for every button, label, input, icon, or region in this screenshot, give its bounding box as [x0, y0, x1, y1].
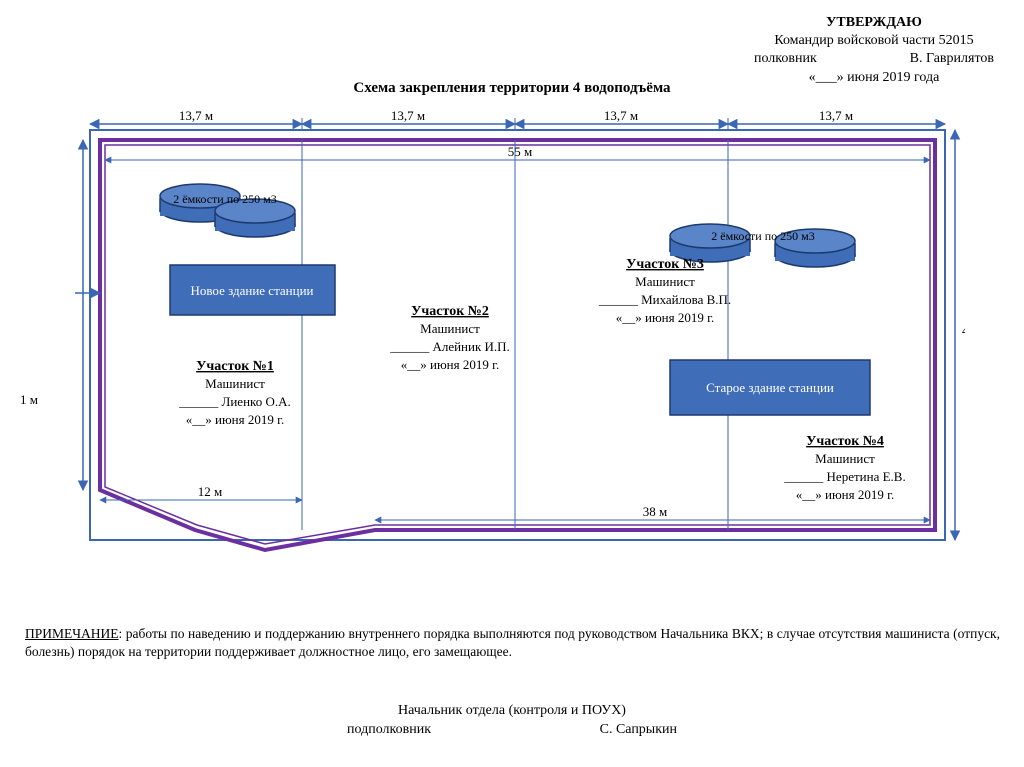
section-4-role: Машинист	[815, 451, 875, 466]
note-block: ПРИМЕЧАНИЕ: работы по наведению и поддер…	[25, 625, 1000, 660]
section-2-name: ______ Алейник И.П.	[389, 339, 510, 354]
dim-top-4: 13,7 м	[819, 110, 853, 123]
section-1-title: Участок №1	[196, 359, 274, 374]
section-1-role: Машинист	[205, 376, 265, 391]
section-2-date: «__» июня 2019 г.	[401, 357, 499, 372]
approval-commander: Командир войсковой части 52015	[754, 32, 994, 50]
note-label: ПРИМЕЧАНИЕ	[25, 626, 119, 641]
approval-block: УТВЕРЖДАЮ Командир войсковой части 52015…	[754, 14, 994, 87]
approval-name: В. Гаврилятов	[910, 50, 994, 68]
section-2-role: Машинист	[420, 321, 480, 336]
section-4-name: ______ Неретина Е.В.	[783, 469, 905, 484]
note-text: : работы по наведению и поддержанию внут…	[25, 626, 1000, 659]
building-new-label: Новое здание станции	[190, 283, 313, 298]
footer-title: Начальник отдела (контроля и ПОУХ)	[0, 702, 1024, 721]
section-3-role: Машинист	[635, 274, 695, 289]
building-old-label: Старое здание станции	[706, 380, 834, 395]
approval-signature-row: полковник В. Гаврилятов	[754, 50, 994, 68]
footer-block: Начальник отдела (контроля и ПОУХ) подпо…	[0, 702, 1024, 740]
section-4-title: Участок №4	[806, 434, 884, 449]
section-2: Участок №2 Машинист ______ Алейник И.П. …	[389, 304, 510, 372]
section-3-name: ______ Михайлова В.П.	[598, 292, 731, 307]
dim-12: 12 м	[198, 484, 222, 499]
dim-top-3: 13,7 м	[604, 110, 638, 123]
section-3-title: Участок №3	[626, 257, 704, 272]
section-1-name: ______ Лиенко О.А.	[178, 394, 290, 409]
section-3-date: «__» июня 2019 г.	[616, 310, 714, 325]
section-1-date: «__» июня 2019 г.	[186, 412, 284, 427]
diagram-title: Схема закрепления территории 4 водоподъё…	[0, 80, 1024, 97]
dim-1m: 1 м	[20, 392, 38, 408]
tank-2-label: 2 ёмкости по 250 м3	[711, 229, 814, 243]
footer-name: С. Сапрыкин	[600, 721, 677, 740]
section-3: Участок №3 Машинист ______ Михайлова В.П…	[598, 257, 731, 325]
section-2-title: Участок №2	[411, 304, 489, 319]
diagram-svg: 13,7 м 13,7 м 13,7 м 13,7 м 55 м	[75, 110, 965, 560]
approval-title: УТВЕРЖДАЮ	[754, 14, 994, 32]
tank-1-label: 2 ёмкости по 250 м3	[173, 192, 276, 206]
section-1: Участок №1 Машинист ______ Лиенко О.А. «…	[178, 359, 290, 427]
diagram: 13,7 м 13,7 м 13,7 м 13,7 м 55 м	[75, 110, 965, 560]
tank-group-1: 2 ёмкости по 250 м3	[160, 184, 295, 237]
dim-45: 45 м	[962, 323, 965, 338]
dim-38: 38 м	[643, 504, 667, 519]
section-4-date: «__» июня 2019 г.	[796, 487, 894, 502]
dim-top-2: 13,7 м	[391, 110, 425, 123]
footer-rank: подполковник	[347, 721, 431, 740]
dim-top-1: 13,7 м	[179, 110, 213, 123]
approval-rank: полковник	[754, 50, 817, 68]
page: УТВЕРЖДАЮ Командир войсковой части 52015…	[0, 0, 1024, 767]
dim-55: 55 м	[508, 144, 532, 159]
section-4: Участок №4 Машинист ______ Неретина Е.В.…	[783, 434, 905, 502]
footer-sign-row: подполковник С. Сапрыкин	[347, 721, 677, 740]
